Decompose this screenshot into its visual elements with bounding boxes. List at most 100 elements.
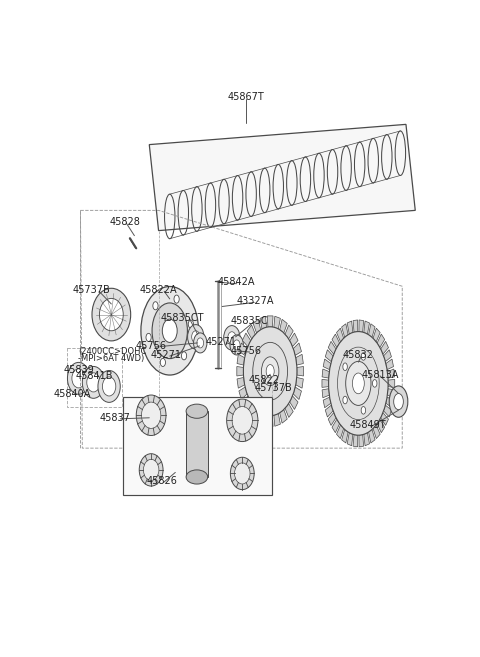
Polygon shape [239, 387, 247, 399]
Polygon shape [377, 419, 384, 433]
Ellipse shape [72, 369, 85, 388]
Text: 45835CT: 45835CT [161, 313, 204, 323]
Polygon shape [322, 379, 329, 388]
Polygon shape [149, 124, 415, 231]
Polygon shape [247, 325, 255, 339]
Polygon shape [388, 379, 395, 388]
Polygon shape [260, 316, 266, 329]
Ellipse shape [160, 358, 166, 367]
Text: 45737B: 45737B [73, 285, 110, 295]
Bar [186, 411, 208, 477]
Polygon shape [285, 403, 293, 417]
Polygon shape [242, 333, 251, 347]
Ellipse shape [141, 286, 199, 375]
Polygon shape [325, 350, 333, 361]
Polygon shape [377, 334, 384, 348]
Text: 45828: 45828 [109, 217, 141, 227]
Text: -MPI>6AT 4WD): -MPI>6AT 4WD) [78, 353, 144, 363]
Ellipse shape [186, 404, 208, 419]
Text: 45842A: 45842A [218, 277, 255, 287]
Polygon shape [325, 405, 333, 417]
Ellipse shape [188, 325, 204, 349]
Polygon shape [364, 433, 370, 445]
Polygon shape [373, 328, 380, 342]
Polygon shape [285, 325, 293, 339]
Polygon shape [336, 328, 344, 342]
Ellipse shape [87, 373, 100, 392]
Polygon shape [242, 396, 251, 409]
Ellipse shape [352, 373, 364, 394]
Text: 45756: 45756 [230, 346, 262, 356]
Ellipse shape [394, 394, 403, 410]
Polygon shape [373, 425, 380, 439]
Polygon shape [328, 413, 336, 426]
Text: 45837: 45837 [100, 413, 131, 423]
Polygon shape [297, 367, 303, 376]
Text: 45271: 45271 [151, 350, 181, 359]
Ellipse shape [144, 459, 159, 480]
Ellipse shape [233, 340, 240, 350]
Polygon shape [239, 343, 247, 355]
Ellipse shape [146, 333, 151, 342]
Polygon shape [322, 389, 329, 397]
Ellipse shape [193, 333, 207, 353]
Ellipse shape [343, 396, 348, 404]
Polygon shape [386, 397, 394, 408]
Polygon shape [322, 369, 329, 378]
Ellipse shape [181, 351, 187, 360]
Text: 43327A: 43327A [237, 296, 274, 306]
Text: 45822: 45822 [248, 375, 279, 385]
Text: 45849T: 45849T [350, 420, 386, 430]
Polygon shape [369, 430, 375, 443]
Ellipse shape [162, 319, 177, 342]
Polygon shape [280, 319, 287, 333]
Polygon shape [253, 319, 261, 333]
Polygon shape [332, 419, 340, 433]
Ellipse shape [389, 386, 408, 417]
Ellipse shape [153, 302, 158, 310]
Text: (2400CC>DOHC: (2400CC>DOHC [78, 346, 146, 355]
Polygon shape [328, 342, 336, 354]
Polygon shape [384, 405, 391, 417]
Ellipse shape [235, 463, 250, 484]
Text: 45822A: 45822A [140, 285, 178, 295]
Polygon shape [274, 413, 280, 426]
Ellipse shape [372, 380, 377, 387]
Polygon shape [323, 359, 331, 370]
Ellipse shape [152, 303, 187, 359]
Polygon shape [387, 369, 395, 378]
Polygon shape [347, 321, 353, 334]
Polygon shape [384, 350, 391, 361]
Polygon shape [289, 396, 298, 409]
Polygon shape [353, 320, 358, 332]
Polygon shape [359, 435, 364, 447]
Polygon shape [323, 397, 331, 408]
Ellipse shape [99, 298, 123, 330]
Polygon shape [253, 409, 261, 423]
Ellipse shape [232, 407, 252, 434]
Polygon shape [296, 354, 303, 365]
Polygon shape [237, 367, 243, 376]
Text: 45835C: 45835C [231, 315, 268, 326]
Ellipse shape [92, 288, 131, 341]
Ellipse shape [343, 363, 348, 371]
Ellipse shape [102, 377, 116, 396]
Polygon shape [342, 324, 348, 337]
Ellipse shape [188, 320, 193, 328]
Polygon shape [386, 359, 394, 370]
Text: 45826: 45826 [147, 476, 178, 486]
Ellipse shape [136, 395, 166, 436]
Ellipse shape [139, 454, 163, 486]
Text: 45832: 45832 [342, 350, 373, 359]
Ellipse shape [243, 327, 297, 416]
Ellipse shape [98, 371, 120, 402]
Polygon shape [332, 334, 340, 348]
Polygon shape [247, 403, 255, 417]
Ellipse shape [192, 330, 200, 343]
Polygon shape [293, 387, 301, 399]
Polygon shape [260, 413, 266, 426]
Text: 45867T: 45867T [228, 91, 264, 102]
Polygon shape [342, 430, 348, 443]
Text: 45737B: 45737B [255, 384, 293, 394]
Ellipse shape [197, 338, 204, 348]
